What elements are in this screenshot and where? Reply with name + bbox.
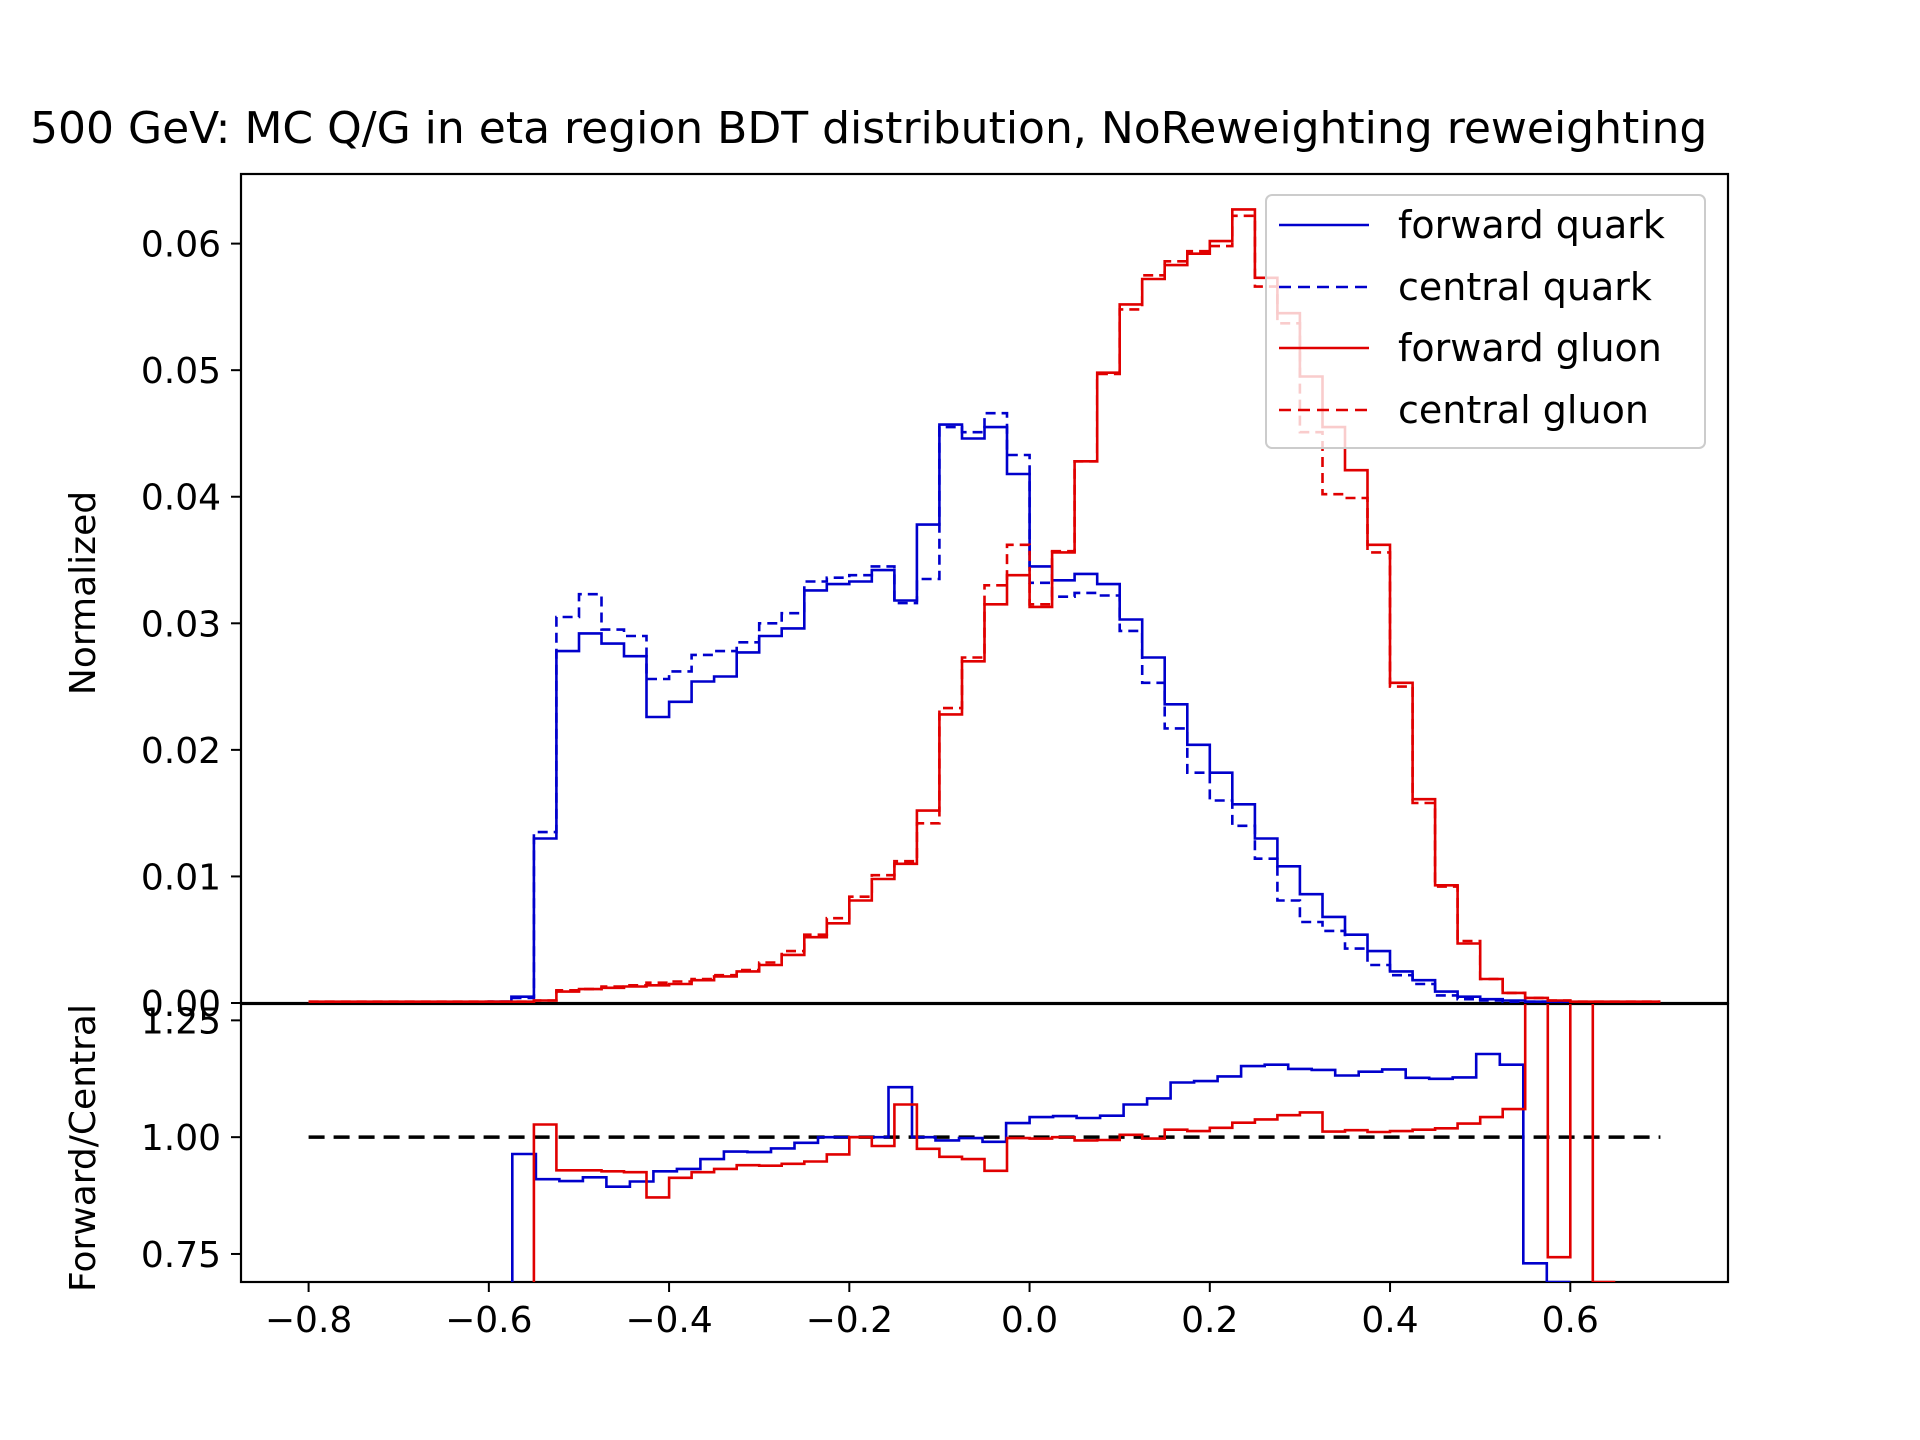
ratio-y-tick-label: 1.00 bbox=[141, 1118, 221, 1159]
top-y-tick-label: 0.05 bbox=[141, 351, 221, 392]
top-y-tick-label: 0.01 bbox=[141, 857, 221, 898]
x-tick-label: −0.6 bbox=[445, 1300, 532, 1341]
legend-label-central-quark: central quark bbox=[1398, 265, 1652, 309]
top-panel-series bbox=[308, 208, 1661, 1003]
top-panel-y-axis-label: Normalized bbox=[63, 491, 104, 695]
top-y-tick-label: 0.03 bbox=[141, 604, 221, 645]
legend-entry-forward-gluon: forward gluon bbox=[1279, 326, 1662, 370]
legend-entry-central-gluon: central gluon bbox=[1279, 388, 1649, 432]
ratio-panel-frame bbox=[239, 1002, 1730, 1284]
ratio-panel-y-axis-label: Forward/Central bbox=[63, 1004, 104, 1292]
top-y-tick-label: 0.06 bbox=[141, 225, 221, 266]
legend-box bbox=[1265, 194, 1706, 449]
x-tick-label: 0.4 bbox=[1361, 1300, 1418, 1341]
top-y-tick-label: 0.00 bbox=[141, 984, 221, 1025]
chart-title: 500 GeV: MC Q/G in eta region BDT distri… bbox=[30, 103, 1707, 154]
x-tick-label: 0.6 bbox=[1542, 1300, 1599, 1341]
top-y-tick-label: 0.04 bbox=[141, 478, 221, 519]
x-tick-label: −0.2 bbox=[806, 1300, 893, 1341]
legend-label-forward-quark: forward quark bbox=[1398, 203, 1665, 247]
x-tick-label: −0.8 bbox=[265, 1300, 352, 1341]
legend-entry-central-quark: central quark bbox=[1279, 265, 1652, 309]
x-tick-label: 0.0 bbox=[1001, 1300, 1058, 1341]
legend-label-central-gluon: central gluon bbox=[1398, 388, 1649, 432]
series-quark-ratio bbox=[510, 1052, 1571, 1282]
series-central-quark bbox=[308, 411, 1661, 1003]
axes-ticks: −0.8 −0.6 −0.4 −0.2 0.0 0.2 0.4 0.6 0.00 0.01 0.02… bbox=[141, 225, 1599, 1341]
x-tick-label: 0.2 bbox=[1181, 1300, 1238, 1341]
ratio-y-tick-label: 0.75 bbox=[141, 1235, 221, 1276]
series-gluon-ratio bbox=[532, 1004, 1616, 1282]
ratio-panel-series bbox=[308, 1004, 1661, 1282]
legend: forward quark central quark forward gluo… bbox=[1265, 194, 1706, 449]
top-y-tick-label: 0.02 bbox=[141, 731, 221, 772]
ratio-y-tick-label: 1.25 bbox=[141, 1001, 221, 1042]
legend-entry-forward-quark: forward quark bbox=[1279, 203, 1665, 247]
series-central-gluon bbox=[308, 214, 1661, 1003]
legend-label-forward-gluon: forward gluon bbox=[1398, 326, 1662, 370]
x-tick-label: −0.4 bbox=[625, 1300, 712, 1341]
